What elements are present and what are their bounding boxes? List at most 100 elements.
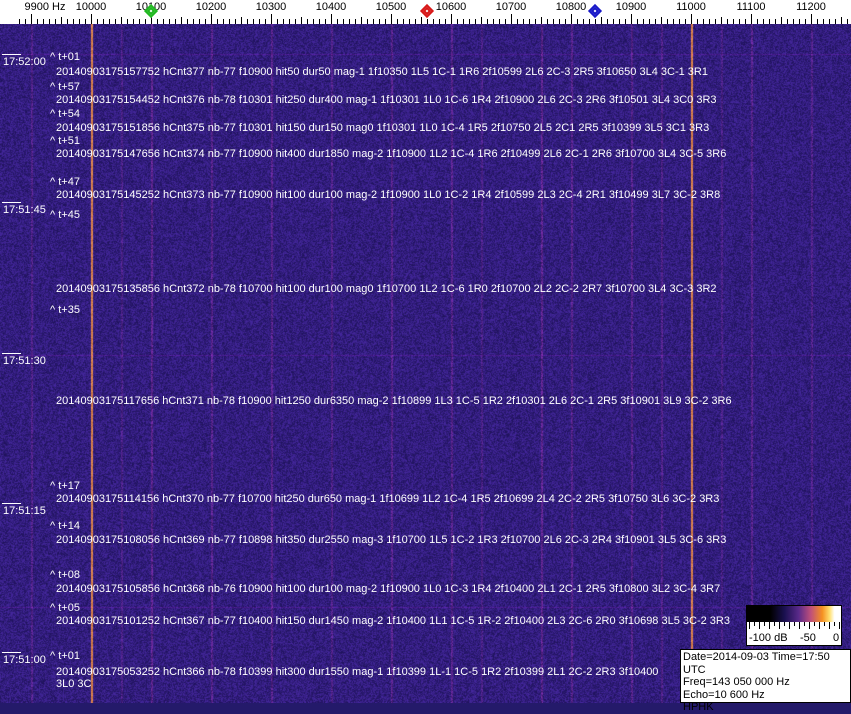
blue-marker-icon[interactable] <box>587 3 603 19</box>
axis-tick <box>475 19 476 24</box>
legend-tick <box>799 622 800 629</box>
axis-tick <box>367 19 368 24</box>
legend-tick <box>814 622 815 626</box>
axis-tick <box>427 19 428 24</box>
t-offset-label: ^ t+08 <box>50 569 80 581</box>
axis-tick <box>607 19 608 24</box>
time-label: 17:51:15 <box>2 503 46 517</box>
axis-tick <box>313 19 314 24</box>
axis-tick <box>157 19 158 24</box>
legend-tick <box>829 622 830 629</box>
axis-tick <box>745 19 746 24</box>
axis-tick <box>163 19 164 24</box>
axis-tick <box>493 19 494 24</box>
axis-tick <box>787 19 788 24</box>
axis-tick <box>85 19 86 24</box>
axis-tick <box>523 19 524 24</box>
axis-tick <box>463 19 464 24</box>
time-label: 17:51:45 <box>2 202 46 216</box>
axis-tick <box>343 19 344 24</box>
axis-tick <box>835 19 836 24</box>
axis-tick <box>823 19 824 24</box>
axis-label: 10900 <box>615 1 647 13</box>
legend-label-min: -100 dB <box>749 632 788 644</box>
axis-tick <box>265 19 266 24</box>
legend-tick <box>824 622 825 626</box>
axis-tick <box>43 19 44 24</box>
axis-tick <box>115 19 116 24</box>
legend-tick <box>774 622 775 626</box>
legend-tick <box>804 622 805 626</box>
detection-row: 20140903175117656 hCnt371 nb-78 f10900 h… <box>56 395 732 407</box>
axis-tick <box>211 14 212 24</box>
axis-tick <box>613 19 614 24</box>
axis-tick <box>277 19 278 24</box>
axis-label: 10600 <box>435 1 467 13</box>
axis-tick <box>559 19 560 24</box>
axis-tick <box>535 19 536 24</box>
axis-tick <box>445 19 446 24</box>
axis-tick <box>259 19 260 24</box>
axis-label: 10500 <box>375 1 407 13</box>
axis-tick <box>331 14 332 24</box>
axis-label: 10200 <box>195 1 227 13</box>
axis-tick <box>583 19 584 24</box>
axis-tick <box>433 19 434 24</box>
legend-label-mid: -50 <box>800 632 816 644</box>
axis-tick <box>79 19 80 24</box>
axis-tick <box>223 19 224 24</box>
axis-unit-label: 9900 Hz <box>24 1 66 13</box>
time-label: 17:51:00 <box>2 652 46 666</box>
axis-tick <box>829 19 830 24</box>
axis-tick <box>403 19 404 24</box>
color-scale-bar <box>747 606 841 622</box>
axis-tick <box>199 19 200 24</box>
axis-tick <box>397 19 398 24</box>
axis-tick <box>637 19 638 24</box>
axis-tick <box>757 19 758 24</box>
axis-tick <box>481 17 482 24</box>
legend-tick <box>809 622 810 629</box>
time-label: 17:51:30 <box>2 353 46 367</box>
axis-tick <box>133 19 134 24</box>
detection-row: 20140903175145252 hCnt373 nb-77 f10900 h… <box>56 189 721 201</box>
axis-tick <box>49 19 50 24</box>
axis-tick <box>619 19 620 24</box>
axis-tick <box>355 19 356 24</box>
axis-tick <box>127 19 128 24</box>
axis-tick <box>391 14 392 24</box>
t-offset-label: ^ t+14 <box>50 520 80 532</box>
axis-tick <box>217 19 218 24</box>
axis-tick <box>601 17 602 24</box>
detection-row: 20140903175053252 hCnt366 nb-78 f10399 h… <box>56 666 659 690</box>
info-date-time: Date=2014-09-03 Time=17:50 UTC <box>683 651 830 676</box>
detection-row: 20140903175147656 hCnt374 nb-77 f10900 h… <box>56 148 727 160</box>
axis-tick <box>169 19 170 24</box>
axis-label: 11000 <box>676 1 706 13</box>
detection-row: 20140903175108056 hCnt369 nb-77 f10898 h… <box>56 534 727 546</box>
t-offset-label: ^ t+17 <box>50 480 80 492</box>
axis-tick <box>721 17 722 24</box>
waterfall-spectrogram <box>0 24 851 703</box>
axis-tick <box>271 14 272 24</box>
legend-tick <box>794 622 795 626</box>
detection-row: 20140903175135856 hCnt372 nb-78 f10700 h… <box>56 283 717 295</box>
axis-tick <box>235 19 236 24</box>
axis-label: 11100 <box>736 1 766 13</box>
axis-tick <box>703 19 704 24</box>
time-label-text: 17:52:00 <box>3 56 46 68</box>
axis-tick <box>517 19 518 24</box>
axis-tick <box>469 19 470 24</box>
t-offset-label: ^ t+51 <box>50 135 80 147</box>
axis-label: 10400 <box>315 1 347 13</box>
time-label: 17:52:00 <box>2 54 46 68</box>
detection-row: 20140903175157752 hCnt377 nb-77 f10900 h… <box>56 66 708 78</box>
axis-tick <box>73 19 74 24</box>
axis-tick <box>19 19 20 24</box>
red-marker-icon[interactable] <box>419 3 435 19</box>
axis-tick <box>847 19 848 24</box>
detection-row: 20140903175105856 hCnt368 nb-76 f10900 h… <box>56 583 721 595</box>
axis-tick <box>91 14 92 24</box>
axis-tick <box>841 17 842 24</box>
axis-tick <box>55 19 56 24</box>
